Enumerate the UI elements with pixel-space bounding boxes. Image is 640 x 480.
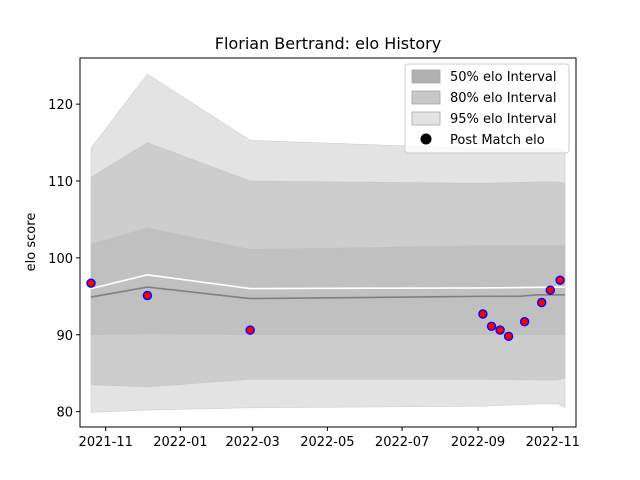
series-line-1 (90, 273, 566, 290)
post-match-point-8 (519, 317, 530, 327)
x-tick-label-5: 2022-07 (375, 435, 429, 450)
y-tick-label-5: 120 (48, 98, 73, 113)
legend: 50% elo Interval 80% elo Interval 95% elo … (404, 63, 570, 154)
x-tick-label-4: 2022-05 (300, 435, 354, 450)
post-match-point-6 (495, 325, 505, 335)
legend-marker-4 (420, 133, 432, 145)
post-match-point-2 (142, 290, 153, 301)
x-tick-label-1: 2021-11 (79, 435, 133, 450)
legend-swatch-3 (411, 111, 441, 126)
y-tick-label-2: 90 (56, 329, 73, 344)
plot-area (86, 73, 566, 413)
post-match-point-5 (486, 321, 497, 331)
post-match-point-4 (478, 309, 488, 319)
post-match-point-10 (545, 285, 555, 295)
interval-band-3 (90, 227, 566, 336)
axes: 2021-11 2022-01 2022-03 2022-05 2022-07 2022-… (48, 98, 580, 450)
legend-swatch-1 (411, 69, 441, 84)
x-tick-label-7: 2022-11 (526, 435, 580, 450)
post-match-point-1 (86, 278, 96, 288)
legend-label-2: 80% elo Interval (450, 91, 557, 106)
axes-frame (79, 57, 577, 428)
legend-label-3: 95% elo Interval (450, 112, 557, 127)
post-match-point-7 (503, 331, 514, 341)
series-line-2 (90, 286, 565, 300)
legend-label-1: 50% elo Interval (450, 70, 557, 85)
y-tick-label-1: 80 (56, 406, 73, 421)
post-match-point-9 (537, 297, 547, 308)
chart-title: Florian Bertrand: elo History (215, 34, 441, 53)
y-axis-label: elo score (24, 213, 39, 272)
y-tick-label-4: 110 (48, 175, 73, 190)
x-tick-label-2: 2022-01 (153, 435, 207, 450)
legend-swatch-2 (411, 90, 441, 105)
legend-label-4: Post Match elo (450, 133, 545, 148)
x-tick-label-3: 2022-03 (226, 435, 280, 450)
post-match-point-3 (245, 325, 255, 335)
y-tick-label-3: 100 (48, 252, 73, 267)
post-match-point-11 (555, 275, 565, 285)
legend-box (404, 63, 570, 154)
x-tick-label-6: 2022-09 (451, 435, 505, 450)
